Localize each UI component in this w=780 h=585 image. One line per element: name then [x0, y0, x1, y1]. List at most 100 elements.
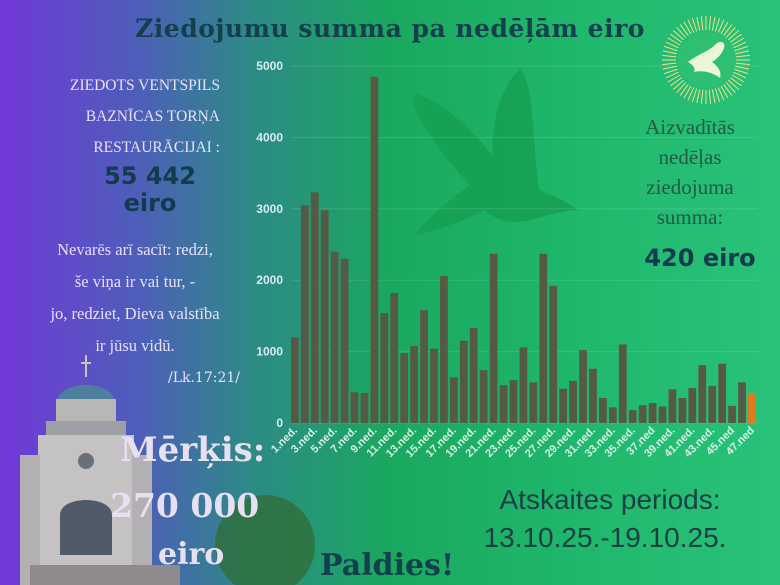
- bar-36.ned.: [638, 405, 647, 423]
- bar-33.ned.: [608, 407, 617, 423]
- y-tick-label: 0: [276, 416, 283, 430]
- logo-ray: [717, 19, 725, 33]
- donated-heading: ZIEDOTS VENTSPILS BAZNĪCAS TORŅA RESTAUR…: [20, 70, 220, 163]
- bar-32.ned.: [599, 398, 607, 423]
- bar-22.ned.: [499, 385, 508, 423]
- goal-unit: eiro: [158, 537, 225, 572]
- bar-26.ned.: [539, 253, 548, 423]
- logo-ray: [676, 26, 687, 39]
- logo-ray: [662, 54, 677, 58]
- logo-ray: [670, 77, 683, 87]
- bar-37.ned: [648, 403, 657, 423]
- bar-1.ned.: [291, 337, 299, 423]
- logo-ray: [720, 21, 729, 35]
- logo-ray: [687, 87, 695, 101]
- bar-15.ned.: [430, 348, 438, 423]
- chart-title: Ziedojumu summa pa nedēļām eiro: [135, 14, 645, 43]
- bar-23.ned.: [509, 380, 518, 423]
- bar-28.ned.: [559, 388, 568, 423]
- logo-ray: [723, 83, 733, 96]
- y-tick-label: 4000: [256, 130, 283, 144]
- last-week-line: nedēļas: [658, 145, 722, 169]
- logo-ray: [727, 79, 740, 90]
- logo-ray: [670, 33, 683, 43]
- logo-ray: [663, 45, 678, 52]
- bar-19.ned.: [469, 328, 478, 423]
- logo-ray: [672, 79, 685, 90]
- logo-ray: [717, 87, 725, 101]
- logo-ray: [691, 88, 698, 103]
- y-tick-label: 2000: [256, 273, 283, 287]
- goal-label: Mērķis:: [120, 430, 266, 470]
- last-week-line: summa:: [656, 205, 724, 229]
- bar-2.ned.: [300, 205, 309, 423]
- logo-ray: [672, 30, 685, 41]
- y-tick-label: 3000: [256, 202, 283, 216]
- bar-42.ned.: [698, 365, 707, 423]
- logo-ray: [733, 41, 747, 49]
- verse-line: ir jūsu vidū.: [95, 336, 175, 355]
- bar-21.ned.: [489, 253, 498, 423]
- bar-27.ned.: [549, 285, 558, 423]
- logo-ray: [679, 83, 689, 96]
- logo-ray: [691, 17, 698, 32]
- bar-8.ned.: [360, 393, 369, 423]
- logo-ray: [734, 45, 749, 52]
- logo-ray: [665, 71, 679, 79]
- verse-line: jo, redziet, Dieva valstība: [50, 304, 220, 323]
- logo-ray: [665, 41, 679, 49]
- bar-25.ned.: [529, 382, 538, 423]
- bar-41.ned.: [688, 388, 697, 423]
- goal-value: 270 000: [110, 486, 260, 525]
- last-week-label: Aizvadītās nedēļas ziedojuma summa:: [610, 112, 770, 232]
- last-week-line: Aizvadītās: [645, 115, 735, 139]
- logo-ray: [667, 37, 681, 46]
- bar-12.ned.: [400, 353, 409, 423]
- bar-6.ned.: [340, 258, 349, 423]
- logo-ray: [708, 89, 712, 104]
- logo-ray: [720, 85, 729, 99]
- logo-ray: [731, 74, 745, 83]
- bar-39.ned.: [668, 389, 677, 423]
- bar-16.ned.: [440, 275, 448, 423]
- logo-ray: [700, 89, 704, 104]
- logo-ray: [735, 62, 750, 66]
- bar-46.ned: [738, 382, 746, 423]
- logo-ray: [700, 16, 704, 31]
- period-value: 13.10.25.-19.10.25.: [483, 522, 727, 553]
- bar-4.ned.: [320, 210, 329, 423]
- logo-ray: [734, 68, 749, 75]
- logo-ray: [662, 62, 677, 66]
- logo-ray: [735, 65, 750, 70]
- logo-ray: [725, 26, 736, 39]
- logo-ray: [729, 33, 742, 43]
- logo-ray: [708, 16, 712, 31]
- thanks-text: Paldies!: [320, 548, 455, 583]
- bar-18.ned.: [459, 340, 468, 423]
- donated-line: ZIEDOTS VENTSPILS: [70, 77, 220, 94]
- logo-ray: [714, 88, 721, 103]
- logo-ray: [711, 89, 716, 104]
- bar-47.ned: [748, 393, 756, 423]
- bar-35.ned.: [628, 410, 637, 423]
- last-week-line: ziedojuma: [646, 175, 734, 199]
- bar-40.ned.: [678, 398, 687, 423]
- bar-34.ned.: [618, 344, 627, 423]
- bar-45.ned: [728, 405, 736, 423]
- logo-ray: [663, 68, 678, 75]
- logo-ray: [733, 71, 747, 79]
- logo-ray: [687, 19, 695, 33]
- total-unit: eiro: [123, 189, 177, 217]
- logo-ray: [735, 50, 750, 55]
- bar-43.ned.: [708, 385, 717, 423]
- bar-13.ned.: [410, 345, 418, 423]
- logo-ray: [723, 24, 733, 37]
- total-amount: 55 442: [104, 162, 196, 190]
- logo-ray: [662, 50, 677, 55]
- bar-3.ned.: [310, 192, 319, 423]
- logo-ray: [667, 74, 681, 83]
- verse-reference: /Lk.17:21/: [167, 370, 240, 386]
- bar-29.ned.: [569, 380, 577, 423]
- logo-ray: [696, 89, 701, 104]
